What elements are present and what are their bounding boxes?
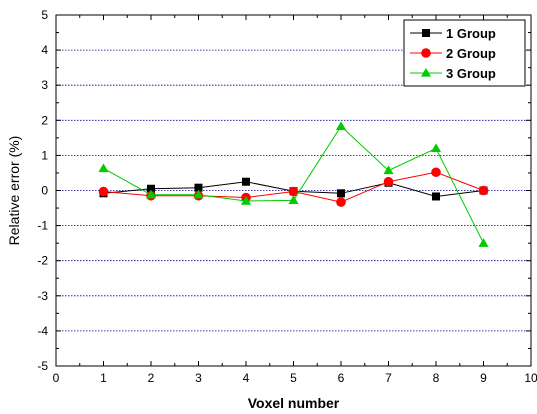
x-tick-label: 9 — [480, 371, 487, 385]
data-point — [240, 195, 252, 205]
data-point — [478, 185, 489, 196]
data-point — [193, 189, 204, 199]
series-group — [98, 121, 489, 247]
data-point — [147, 184, 155, 193]
data-point — [145, 189, 157, 199]
x-tick-label: 7 — [385, 371, 392, 385]
data-point — [383, 176, 394, 187]
y-tick-label: -2 — [37, 254, 48, 268]
legend-item: 3 Group — [410, 66, 496, 81]
y-tick-label: 3 — [41, 78, 48, 92]
x-tick-label: 8 — [433, 371, 440, 385]
data-point — [430, 143, 442, 153]
x-tick-label: 5 — [290, 371, 297, 385]
x-tick-label: 3 — [195, 371, 202, 385]
data-point — [478, 238, 489, 247]
y-tick-label: 0 — [41, 184, 48, 198]
data-point — [98, 186, 109, 197]
data-point — [288, 195, 299, 205]
y-tick-label: -5 — [37, 359, 48, 373]
legend-label: 3 Group — [446, 66, 496, 81]
data-point — [337, 189, 345, 198]
data-point — [335, 121, 347, 130]
series-3-group — [98, 121, 489, 247]
legend-item: 1 Group — [410, 26, 496, 41]
data-point — [383, 165, 394, 175]
x-tick-label: 0 — [53, 371, 60, 385]
data-point — [288, 186, 299, 197]
data-point — [431, 167, 441, 178]
y-tick-label: -4 — [37, 324, 48, 338]
legend-label: 2 Group — [446, 46, 496, 61]
legend-label: 1 Group — [446, 26, 496, 41]
y-tick-label: -1 — [37, 219, 48, 233]
y-tick-label: 2 — [41, 113, 48, 127]
data-point — [432, 192, 440, 201]
data-point — [242, 177, 250, 186]
y-tick-label: 5 — [41, 8, 48, 22]
y-tick-label: -3 — [37, 289, 48, 303]
y-tick-label: 4 — [41, 43, 48, 57]
x-tick-label: 4 — [243, 371, 250, 385]
data-point — [336, 197, 346, 207]
data-point — [194, 183, 203, 192]
data-point — [421, 48, 431, 58]
x-axis-title: Voxel number — [248, 395, 340, 411]
x-tick-label: 6 — [338, 371, 345, 385]
y-tick-label: 1 — [41, 148, 48, 162]
data-point — [422, 29, 430, 37]
y-axis-title: Relative error (%) — [6, 136, 22, 246]
x-tick-label: 1 — [100, 371, 107, 385]
legend: 1 Group 2 Group 3 Group — [403, 19, 526, 87]
data-point — [420, 67, 432, 77]
data-point — [98, 163, 109, 173]
legend-item: 2 Group — [410, 46, 496, 61]
x-tick-label: 2 — [148, 371, 155, 385]
x-tick-label: 10 — [524, 371, 537, 385]
